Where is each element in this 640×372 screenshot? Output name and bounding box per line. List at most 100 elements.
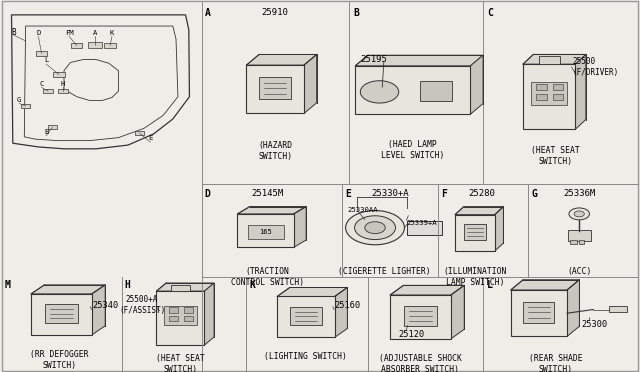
Bar xyxy=(539,56,559,64)
Circle shape xyxy=(360,81,399,103)
Text: E: E xyxy=(148,135,152,141)
Text: A: A xyxy=(93,30,97,36)
Polygon shape xyxy=(304,54,317,113)
Text: 25336M: 25336M xyxy=(563,189,595,198)
Text: 25340: 25340 xyxy=(93,301,119,310)
Polygon shape xyxy=(455,206,504,215)
Text: 25195: 25195 xyxy=(360,55,387,64)
Text: (ACC): (ACC) xyxy=(567,267,591,276)
Text: (ADJUSTABLE SHOCK
ABSORBER SWITCH): (ADJUSTABLE SHOCK ABSORBER SWITCH) xyxy=(379,354,462,372)
Text: (TRACTION
CONTROL SWITCH): (TRACTION CONTROL SWITCH) xyxy=(231,267,304,287)
Text: C: C xyxy=(40,81,44,87)
Bar xyxy=(277,296,335,337)
Text: (HEAT SEAT
SWITCH): (HEAT SEAT SWITCH) xyxy=(156,354,205,372)
Text: FM: FM xyxy=(65,30,74,36)
Polygon shape xyxy=(294,206,306,247)
Circle shape xyxy=(365,222,385,234)
Bar xyxy=(420,81,452,101)
Bar xyxy=(536,94,547,100)
Bar xyxy=(169,307,178,312)
Bar xyxy=(355,66,470,114)
Text: D: D xyxy=(205,189,211,199)
Text: G: G xyxy=(531,189,537,199)
Polygon shape xyxy=(237,206,306,214)
Bar xyxy=(237,214,294,247)
Polygon shape xyxy=(277,288,348,296)
Text: M: M xyxy=(5,280,11,290)
Text: 25500+A
(F/ASSIST): 25500+A (F/ASSIST) xyxy=(119,295,165,315)
Bar xyxy=(531,82,568,105)
Bar xyxy=(523,64,575,129)
Polygon shape xyxy=(204,283,214,345)
Bar xyxy=(553,94,563,100)
Text: B: B xyxy=(12,28,17,37)
Text: 25339+A: 25339+A xyxy=(406,220,437,226)
Bar xyxy=(169,316,178,321)
Text: C: C xyxy=(488,8,493,18)
Bar xyxy=(53,72,65,77)
Bar xyxy=(553,84,563,90)
Text: (HEAT SEAT
SWITCH): (HEAT SEAT SWITCH) xyxy=(531,146,580,166)
Polygon shape xyxy=(470,55,483,114)
Text: H: H xyxy=(125,280,131,290)
Text: (LIGHTING SWITCH): (LIGHTING SWITCH) xyxy=(264,352,348,360)
Polygon shape xyxy=(575,54,586,129)
Text: 25330AA: 25330AA xyxy=(348,207,378,213)
Bar xyxy=(48,125,57,129)
Bar xyxy=(259,77,291,99)
Text: 25145M: 25145M xyxy=(252,189,284,198)
Text: (CIGERETTE LIGHTER): (CIGERETTE LIGHTER) xyxy=(338,267,430,276)
Text: (ILLUMINATION
LAMP SWITCH): (ILLUMINATION LAMP SWITCH) xyxy=(443,267,507,287)
Text: K: K xyxy=(110,30,114,36)
Bar xyxy=(248,225,284,239)
Text: A: A xyxy=(205,8,211,18)
Bar xyxy=(579,240,584,244)
Bar xyxy=(164,306,197,325)
Polygon shape xyxy=(495,206,504,251)
Bar xyxy=(36,51,47,56)
Text: G: G xyxy=(17,97,21,103)
Text: 25910: 25910 xyxy=(262,8,289,17)
Text: (HAZARD
SWITCH): (HAZARD SWITCH) xyxy=(258,141,292,161)
Text: F: F xyxy=(442,189,447,199)
Text: 25300: 25300 xyxy=(581,320,607,329)
Bar xyxy=(609,306,627,312)
Bar xyxy=(570,240,577,244)
Text: 25120: 25120 xyxy=(398,330,424,339)
Bar xyxy=(568,230,591,241)
Polygon shape xyxy=(92,285,105,335)
Polygon shape xyxy=(451,285,464,339)
Polygon shape xyxy=(567,280,579,336)
Bar xyxy=(88,42,102,48)
Bar xyxy=(511,290,567,336)
Circle shape xyxy=(569,208,589,220)
Text: 25280: 25280 xyxy=(468,189,495,198)
Text: 25330+A: 25330+A xyxy=(372,189,409,198)
Text: (RR DEFOGGER
SWITCH): (RR DEFOGGER SWITCH) xyxy=(30,350,89,370)
Polygon shape xyxy=(355,55,483,66)
Bar xyxy=(156,291,204,345)
Bar xyxy=(44,89,53,93)
Bar xyxy=(455,215,495,251)
Text: (HAED LAMP
LEVEL SWITCH): (HAED LAMP LEVEL SWITCH) xyxy=(381,140,445,160)
Bar xyxy=(104,43,116,48)
Text: 25500
(F/DRIVER): 25500 (F/DRIVER) xyxy=(573,57,619,77)
Polygon shape xyxy=(511,280,579,290)
Polygon shape xyxy=(156,283,214,291)
Text: L: L xyxy=(44,57,48,63)
Bar xyxy=(246,65,304,113)
Polygon shape xyxy=(31,285,105,294)
Bar xyxy=(45,304,78,323)
Text: H: H xyxy=(61,81,65,87)
Bar xyxy=(184,316,193,321)
Bar xyxy=(290,307,322,326)
Text: (REAR SHADE
SWITCH)
JP5.007: (REAR SHADE SWITCH) JP5.007 xyxy=(529,354,582,372)
Polygon shape xyxy=(523,54,586,64)
Bar xyxy=(464,224,486,240)
Text: K: K xyxy=(250,280,255,290)
Bar xyxy=(536,84,547,90)
Text: 165: 165 xyxy=(259,229,272,235)
Bar xyxy=(21,104,30,108)
Text: L: L xyxy=(486,280,492,290)
Circle shape xyxy=(355,216,396,240)
